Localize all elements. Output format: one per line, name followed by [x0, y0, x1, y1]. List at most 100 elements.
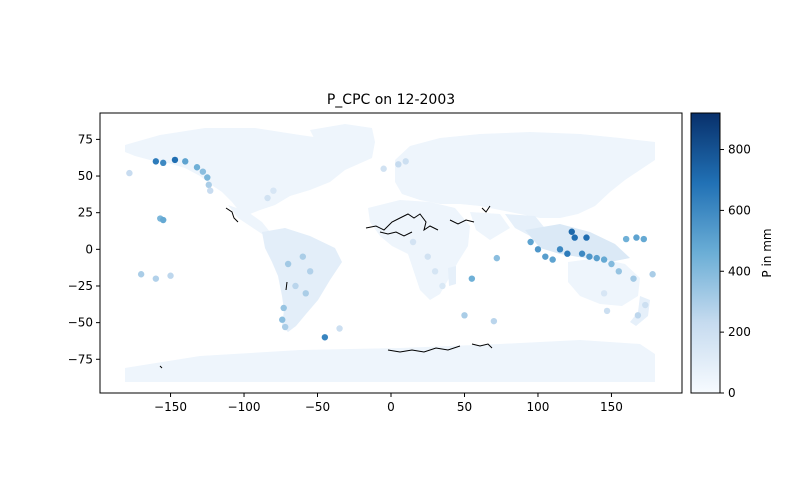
precip-point — [284, 260, 292, 268]
landmass-south-america — [262, 228, 342, 332]
precip-point — [490, 317, 498, 325]
precip-point — [583, 234, 590, 241]
precip-point — [402, 158, 409, 165]
precip-point — [431, 268, 439, 275]
precip-point — [615, 268, 623, 275]
colorbar-tick-label: 800 — [728, 143, 751, 157]
chart-title: P_CPC on 12-2003 — [327, 92, 455, 108]
precip-point — [593, 254, 600, 262]
precip-point — [534, 246, 542, 253]
x-tick-label: 0 — [387, 400, 395, 414]
precip-point — [461, 312, 468, 319]
precip-point — [380, 165, 387, 172]
precip-points — [126, 156, 656, 341]
precip-point — [159, 159, 167, 167]
x-tick-label: −100 — [228, 400, 261, 414]
coastline-africa-west — [379, 231, 413, 237]
precip-point — [600, 256, 608, 263]
coastline-arabia — [449, 219, 475, 225]
precip-point — [126, 169, 133, 177]
precip-point — [152, 158, 160, 165]
precip-point — [205, 181, 212, 189]
precip-point — [193, 164, 201, 171]
precip-point — [493, 254, 501, 262]
precip-point — [336, 325, 343, 332]
landmass-africa — [368, 200, 470, 300]
precip-point — [167, 272, 174, 279]
colorbar-ticks: 0 200 400 600 800 — [720, 143, 751, 400]
x-tick-label: −50 — [305, 400, 330, 414]
precip-point — [571, 234, 578, 241]
precip-point — [564, 250, 571, 257]
x-tick-label: 150 — [600, 400, 623, 414]
coastline-antarctica-ross — [471, 343, 493, 349]
colorbar-tick-label: 600 — [728, 203, 751, 217]
landmass-australia — [568, 258, 640, 306]
y-tick-label: −25 — [68, 279, 93, 293]
y-tick-label: 25 — [78, 206, 93, 220]
precip-point — [468, 275, 476, 282]
landmass-arabia — [470, 212, 510, 240]
colorbar — [690, 112, 721, 394]
precip-point — [586, 253, 593, 260]
precip-point — [171, 156, 179, 164]
precip-point — [630, 275, 637, 282]
y-tick-label: 75 — [78, 132, 93, 146]
precip-point — [302, 290, 309, 297]
precip-point — [159, 216, 167, 224]
coastline-baja — [225, 207, 239, 223]
precip-point — [640, 235, 647, 243]
landmass-central-america — [228, 205, 270, 234]
precip-point — [264, 194, 271, 202]
landmass-greenland — [310, 124, 375, 150]
precip-point — [199, 168, 207, 175]
y-tick-label: −50 — [68, 316, 93, 330]
y-tick-label: 50 — [78, 169, 93, 183]
x-tick-label: 50 — [457, 400, 472, 414]
landmass-north-america — [125, 128, 375, 214]
coastline-argentina — [285, 281, 288, 291]
precip-point — [608, 260, 615, 268]
precip-point — [306, 268, 314, 275]
precip-point — [292, 282, 299, 290]
precip-point — [152, 275, 160, 282]
precip-point — [642, 301, 649, 309]
precip-point — [207, 187, 214, 194]
precip-point — [568, 228, 575, 235]
precip-point — [622, 235, 630, 243]
colorbar-tick-label: 0 — [728, 386, 736, 400]
precip-point — [204, 174, 211, 181]
x-axis-ticks: −150 −100 −50 0 50 100 150 — [154, 393, 623, 414]
landmass-antarctica — [125, 340, 655, 382]
precip-point — [649, 271, 656, 278]
coastline-africa-north — [365, 213, 439, 232]
x-tick-label: −150 — [154, 400, 187, 414]
landmass-madagascar — [448, 266, 456, 286]
precip-point — [270, 187, 277, 194]
precip-point — [395, 161, 402, 168]
precip-point — [600, 290, 608, 297]
precip-point — [633, 234, 640, 241]
landmass-eurasia — [395, 132, 655, 218]
precip-point — [279, 316, 286, 323]
precip-point — [542, 253, 549, 260]
precip-point — [527, 238, 534, 246]
coastline-antarctica-east — [387, 345, 461, 353]
y-tick-label: −75 — [68, 352, 93, 366]
coastline-layer — [159, 205, 493, 369]
landmass-maritime-asia — [525, 224, 630, 262]
coastline-south-america-tip — [159, 365, 163, 369]
precip-point — [321, 334, 329, 341]
precip-point — [409, 238, 417, 246]
precip-point — [424, 253, 431, 260]
colorbar-tick-label: 200 — [728, 325, 751, 339]
y-tick-label: 0 — [85, 242, 93, 256]
precip-point — [299, 253, 307, 260]
precip-point — [549, 256, 556, 263]
precip-point — [281, 323, 289, 331]
colorbar-label: P in mm — [760, 228, 774, 277]
precip-point — [439, 282, 446, 290]
land-layer — [125, 124, 655, 382]
x-tick-label: 100 — [527, 400, 550, 414]
precip-point — [137, 271, 145, 278]
